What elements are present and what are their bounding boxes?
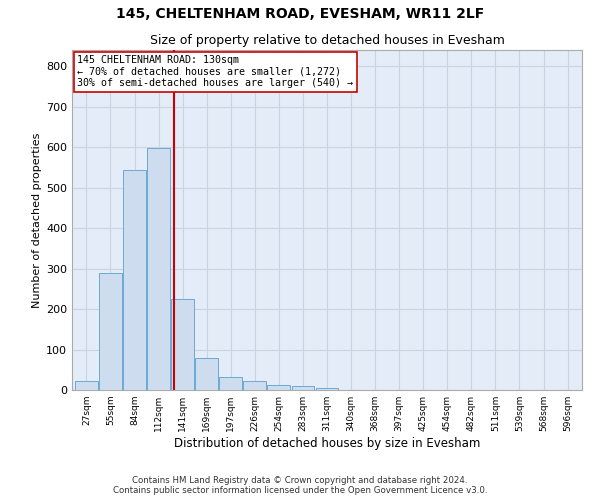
Bar	[195, 358, 218, 390]
Text: 145 CHELTENHAM ROAD: 130sqm
← 70% of detached houses are smaller (1,272)
30% of : 145 CHELTENHAM ROAD: 130sqm ← 70% of det…	[77, 55, 353, 88]
Bar	[171, 300, 194, 390]
X-axis label: Distribution of detached houses by size in Evesham: Distribution of detached houses by size …	[174, 437, 480, 450]
Text: Contains HM Land Registry data © Crown copyright and database right 2024.
Contai: Contains HM Land Registry data © Crown c…	[113, 476, 487, 495]
Bar	[147, 148, 170, 390]
Title: Size of property relative to detached houses in Evesham: Size of property relative to detached ho…	[149, 34, 505, 48]
Bar	[75, 381, 98, 390]
Bar	[220, 377, 242, 390]
Bar	[99, 274, 122, 390]
Bar	[244, 380, 266, 390]
Bar	[292, 386, 314, 390]
Bar	[268, 385, 290, 390]
Text: 145, CHELTENHAM ROAD, EVESHAM, WR11 2LF: 145, CHELTENHAM ROAD, EVESHAM, WR11 2LF	[116, 8, 484, 22]
Bar	[316, 388, 338, 390]
Y-axis label: Number of detached properties: Number of detached properties	[32, 132, 42, 308]
Bar	[123, 170, 146, 390]
